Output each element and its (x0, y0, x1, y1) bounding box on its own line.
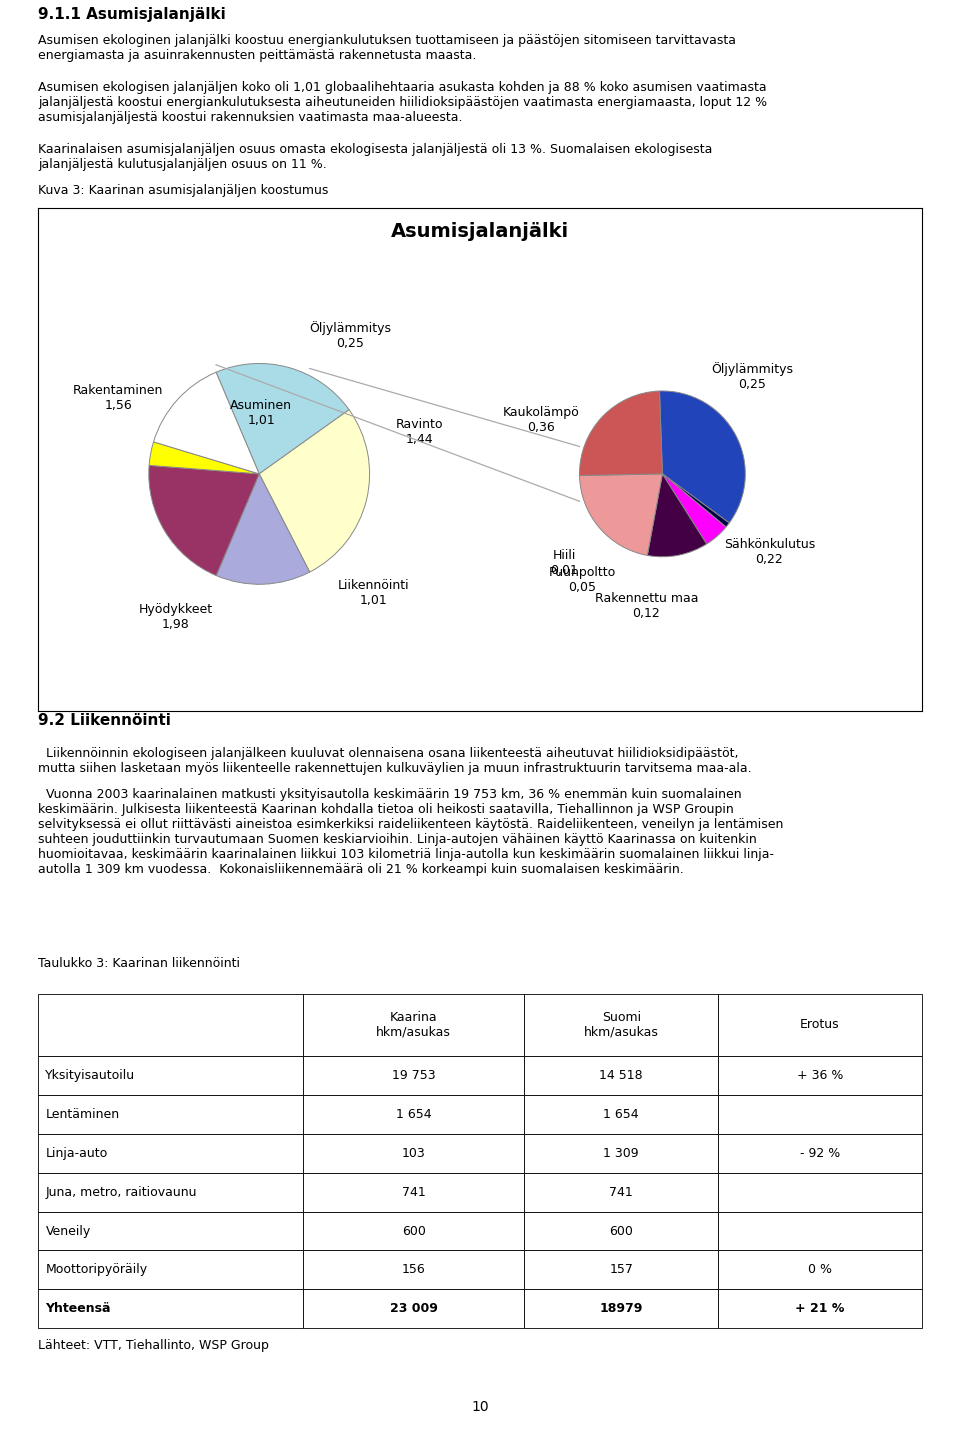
Wedge shape (660, 391, 745, 523)
Wedge shape (149, 465, 259, 576)
Wedge shape (662, 474, 730, 527)
Bar (303, 1251, 524, 1290)
Text: Kuva 3: Kaarinan asumisjalanjäljen koostumus: Kuva 3: Kaarinan asumisjalanjäljen koost… (38, 184, 328, 197)
Text: Puunpoltto
0,05: Puunpoltto 0,05 (548, 566, 615, 593)
Text: Yhteensä: Yhteensä (45, 1302, 111, 1315)
Text: Suomi
hkm/asukas: Suomi hkm/asukas (584, 1011, 659, 1038)
Text: 1 309: 1 309 (604, 1147, 639, 1160)
Text: 103: 103 (402, 1147, 425, 1160)
Text: 19 753: 19 753 (392, 1068, 436, 1081)
Text: 0 %: 0 % (808, 1264, 832, 1277)
Text: Linja-auto: Linja-auto (45, 1147, 108, 1160)
Bar (38, 1134, 303, 1173)
Bar (38, 1094, 303, 1134)
Bar (303, 1094, 524, 1134)
Text: + 21 %: + 21 % (795, 1302, 845, 1315)
Bar (524, 994, 718, 1055)
Text: Vuonna 2003 kaarinalainen matkusti yksityisautolla keskimäärin 19 753 km, 36 % e: Vuonna 2003 kaarinalainen matkusti yksit… (38, 788, 783, 876)
Text: Yksityisautoilu: Yksityisautoilu (45, 1068, 135, 1081)
Wedge shape (149, 442, 259, 474)
Bar (718, 1212, 922, 1251)
Text: 1 654: 1 654 (396, 1107, 432, 1122)
Text: Rakennettu maa
0,12: Rakennettu maa 0,12 (594, 592, 698, 619)
Text: 1 654: 1 654 (604, 1107, 639, 1122)
Text: Liikennöinti
1,01: Liikennöinti 1,01 (338, 579, 410, 607)
Text: 18979: 18979 (600, 1302, 643, 1315)
Bar (524, 1055, 718, 1094)
Text: 156: 156 (402, 1264, 425, 1277)
Bar (718, 1134, 922, 1173)
Text: Asumisen ekologisen jalanjäljen koko oli 1,01 globaalihehtaaria asukasta kohden : Asumisen ekologisen jalanjäljen koko oli… (38, 80, 768, 123)
Bar (524, 1290, 718, 1328)
Text: Öljylämmitys
0,25: Öljylämmitys 0,25 (711, 362, 793, 391)
Text: 23 009: 23 009 (390, 1302, 438, 1315)
Text: Kaarinalaisen asumisjalanjäljen osuus omasta ekologisesta jalanjäljestä oli 13 %: Kaarinalaisen asumisjalanjäljen osuus om… (38, 144, 712, 171)
Text: Öljylämmitys
0,25: Öljylämmitys 0,25 (309, 322, 392, 350)
Text: 10: 10 (471, 1400, 489, 1413)
Text: 741: 741 (610, 1186, 634, 1199)
Bar (524, 1173, 718, 1212)
Wedge shape (580, 474, 662, 556)
Wedge shape (647, 474, 707, 557)
Wedge shape (580, 391, 662, 475)
Text: Asumisen ekologinen jalanjälki koostuu energiankulutuksen tuottamiseen ja päästö: Asumisen ekologinen jalanjälki koostuu e… (38, 34, 736, 62)
Bar (38, 1055, 303, 1094)
Text: Rakentaminen
1,56: Rakentaminen 1,56 (73, 383, 163, 412)
Bar (718, 1094, 922, 1134)
Wedge shape (259, 409, 370, 572)
Text: 741: 741 (402, 1186, 425, 1199)
Bar (303, 994, 524, 1055)
Bar (524, 1212, 718, 1251)
Wedge shape (216, 363, 349, 474)
Text: Lähteet: VTT, Tiehallinto, WSP Group: Lähteet: VTT, Tiehallinto, WSP Group (38, 1340, 269, 1353)
Text: Liikennöinnin ekologiseen jalanjälkeen kuuluvat olennaisena osana liikenteestä a: Liikennöinnin ekologiseen jalanjälkeen k… (38, 747, 752, 774)
Bar (38, 994, 303, 1055)
Bar (524, 1134, 718, 1173)
Text: Lentäminen: Lentäminen (45, 1107, 120, 1122)
Text: Juna, metro, raitiovaunu: Juna, metro, raitiovaunu (45, 1186, 197, 1199)
Bar (303, 1055, 524, 1094)
Bar (303, 1212, 524, 1251)
Text: Kaarina
hkm/asukas: Kaarina hkm/asukas (376, 1011, 451, 1038)
Bar (718, 994, 922, 1055)
Bar (303, 1173, 524, 1212)
Bar (38, 1251, 303, 1290)
Wedge shape (662, 474, 726, 544)
Text: 9.2 Liikennöinti: 9.2 Liikennöinti (38, 714, 171, 728)
Text: Kaukolämpö
0,36: Kaukolämpö 0,36 (503, 406, 580, 434)
Text: Ravinto
1,44: Ravinto 1,44 (396, 418, 444, 447)
Text: Hiili
0,01: Hiili 0,01 (550, 549, 578, 577)
Bar (524, 1251, 718, 1290)
Text: Sähkönkulutus
0,22: Sähkönkulutus 0,22 (724, 538, 815, 566)
Text: Moottoripyöräily: Moottoripyöräily (45, 1264, 148, 1277)
Text: 9.1.1 Asumisjalanjälki: 9.1.1 Asumisjalanjälki (38, 7, 227, 22)
Text: 14 518: 14 518 (599, 1068, 643, 1081)
Text: 600: 600 (402, 1225, 425, 1238)
Text: 157: 157 (610, 1264, 634, 1277)
Bar (303, 1134, 524, 1173)
Bar (303, 1290, 524, 1328)
Bar (718, 1055, 922, 1094)
Wedge shape (154, 372, 259, 474)
Bar (718, 1290, 922, 1328)
Text: Asumisjalanjälki: Asumisjalanjälki (391, 221, 569, 241)
Text: Erotus: Erotus (801, 1018, 840, 1031)
Bar (38, 1212, 303, 1251)
Bar (718, 1251, 922, 1290)
Text: Veneily: Veneily (45, 1225, 90, 1238)
Text: 600: 600 (610, 1225, 634, 1238)
Text: Taulukko 3: Kaarinan liikennöinti: Taulukko 3: Kaarinan liikennöinti (38, 956, 240, 971)
Bar (38, 1173, 303, 1212)
Bar (38, 1290, 303, 1328)
Bar (524, 1094, 718, 1134)
Wedge shape (216, 474, 310, 584)
Bar (718, 1173, 922, 1212)
Text: Asuminen
1,01: Asuminen 1,01 (230, 399, 293, 426)
Text: + 36 %: + 36 % (797, 1068, 843, 1081)
Text: - 92 %: - 92 % (800, 1147, 840, 1160)
Text: Hyödykkeet
1,98: Hyödykkeet 1,98 (138, 603, 212, 630)
